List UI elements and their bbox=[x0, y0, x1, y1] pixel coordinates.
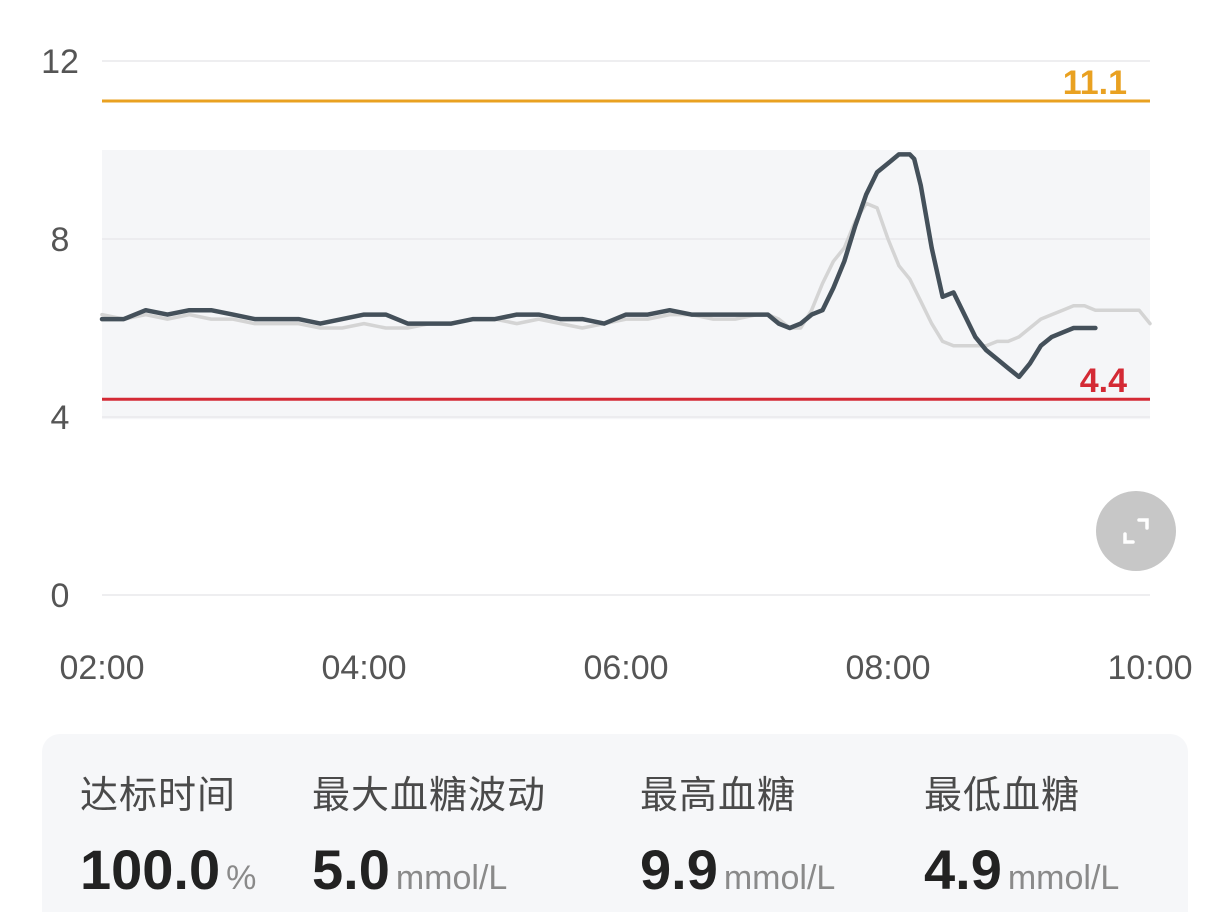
glucose-series-line bbox=[99, 152, 1098, 380]
stats-panel: 达标时间 100.0% 最大血糖波动 5.0 mmol/L 最高血糖 9.9 mmo… bbox=[42, 734, 1188, 912]
stat-value: 4.9 bbox=[924, 838, 1002, 901]
glucose-chart: 12 8 4 0 02:00 04:00 06:00 08:00 10:00 11.1 4.4 bbox=[41, 43, 1192, 687]
y-tick-label: 12 bbox=[41, 43, 79, 81]
stat-unit: mmol/L bbox=[723, 859, 836, 897]
stat-time-in-range: 达标时间 100.0% bbox=[80, 764, 256, 902]
stat-unit: % bbox=[226, 859, 257, 897]
x-tick-label: 04:00 bbox=[321, 649, 406, 687]
expand-icon bbox=[1123, 518, 1149, 544]
stat-max-fluctuation: 最大血糖波动 5.0 mmol/L bbox=[312, 764, 546, 902]
x-tick-label: 02:00 bbox=[59, 649, 144, 687]
stat-label: 最低血糖 bbox=[924, 773, 1081, 817]
expand-button[interactable] bbox=[1096, 491, 1176, 571]
stat-label: 最大血糖波动 bbox=[312, 773, 547, 817]
x-tick-label: 08:00 bbox=[845, 649, 930, 687]
reference-line-label: 4.4 bbox=[1080, 362, 1127, 400]
stat-unit: mmol/L bbox=[1007, 859, 1120, 897]
x-tick-label: 06:00 bbox=[583, 649, 668, 687]
stat-unit: mmol/L bbox=[395, 859, 508, 897]
stat-min-glucose: 最低血糖 4.9 mmol/L bbox=[924, 764, 1119, 902]
stat-label: 最高血糖 bbox=[640, 773, 797, 817]
y-tick-label: 0 bbox=[51, 577, 70, 615]
stat-max-glucose: 最高血糖 9.9 mmol/L bbox=[640, 764, 835, 902]
stat-value: 5.0 bbox=[312, 838, 390, 901]
stat-value: 9.9 bbox=[640, 838, 718, 901]
reference-line-label: 11.1 bbox=[1063, 64, 1127, 102]
x-tick-label: 10:00 bbox=[1107, 649, 1192, 687]
y-tick-label: 4 bbox=[51, 399, 70, 437]
stat-value: 100.0 bbox=[80, 838, 221, 901]
target-range-band bbox=[102, 150, 1150, 420]
y-tick-label: 8 bbox=[51, 221, 70, 259]
stat-label: 达标时间 bbox=[80, 773, 237, 817]
